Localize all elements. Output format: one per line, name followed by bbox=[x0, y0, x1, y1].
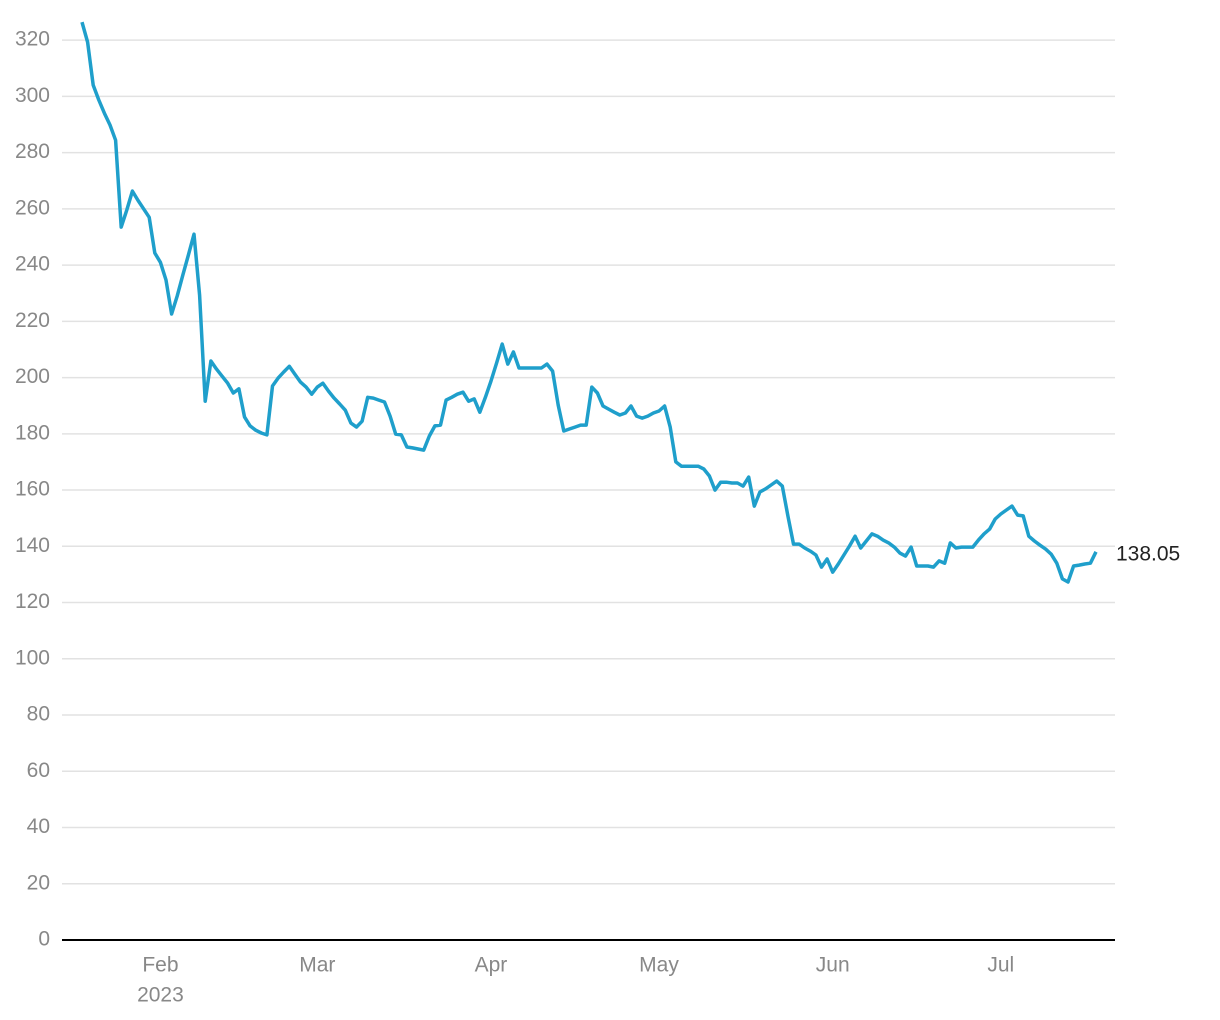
x-tick-label: Feb bbox=[142, 954, 178, 977]
y-tick-label: 320 bbox=[15, 28, 50, 51]
y-tick-label: 160 bbox=[15, 478, 50, 501]
y-tick-label: 40 bbox=[27, 815, 50, 838]
y-tick-label: 240 bbox=[15, 253, 50, 276]
y-tick-label: 100 bbox=[15, 646, 50, 669]
x-tick-label: Apr bbox=[475, 954, 508, 977]
y-tick-label: 260 bbox=[15, 196, 50, 219]
y-tick-label: 140 bbox=[15, 534, 50, 557]
y-tick-label: 80 bbox=[27, 703, 50, 726]
y-tick-label: 60 bbox=[27, 759, 50, 782]
y-tick-label: 280 bbox=[15, 140, 50, 163]
x-year-label: 2023 bbox=[137, 984, 184, 1007]
x-tick-label: Jun bbox=[816, 954, 850, 977]
last-value-label: 138.05 bbox=[1116, 542, 1180, 565]
y-tick-label: 220 bbox=[15, 309, 50, 332]
y-tick-label: 200 bbox=[15, 365, 50, 388]
x-tick-label: Jul bbox=[987, 954, 1014, 977]
y-tick-label: 0 bbox=[38, 928, 50, 951]
price-line bbox=[80, 21, 1098, 584]
x-tick-label: Mar bbox=[299, 954, 335, 977]
y-tick-label: 120 bbox=[15, 590, 50, 613]
y-tick-label: 180 bbox=[15, 421, 50, 444]
y-tick-label: 300 bbox=[15, 84, 50, 107]
y-tick-label: 20 bbox=[27, 871, 50, 894]
x-tick-label: May bbox=[639, 954, 679, 977]
